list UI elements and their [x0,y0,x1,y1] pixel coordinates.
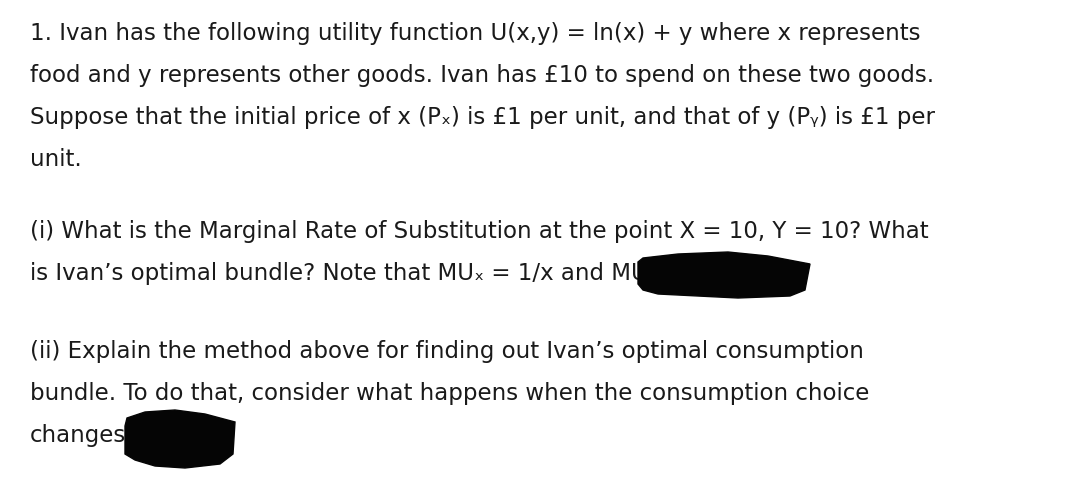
Text: changes.: changes. [30,424,134,447]
Text: (i) What is the Marginal Rate of Substitution at the point X = 10, Y = 10? What: (i) What is the Marginal Rate of Substit… [30,220,929,243]
Text: bundle. To do that, consider what happens when the consumption choice: bundle. To do that, consider what happen… [30,382,869,405]
Text: 1. Ivan has the following utility function U(x,y) = ln(x) + y where x represents: 1. Ivan has the following utility functi… [30,22,920,45]
Polygon shape [638,252,810,298]
Text: is Ivan’s optimal bundle? Note that MUₓ = 1/x and MUᵧ=1.: is Ivan’s optimal bundle? Note that MUₓ … [30,262,698,285]
Text: unit.: unit. [30,148,82,171]
Text: food and y represents other goods. Ivan has £10 to spend on these two goods.: food and y represents other goods. Ivan … [30,64,934,87]
Text: Suppose that the initial price of x (Pₓ) is £1 per unit, and that of y (Pᵧ) is £: Suppose that the initial price of x (Pₓ)… [30,106,935,129]
Polygon shape [125,410,235,468]
Text: (ii) Explain the method above for finding out Ivan’s optimal consumption: (ii) Explain the method above for findin… [30,340,864,363]
